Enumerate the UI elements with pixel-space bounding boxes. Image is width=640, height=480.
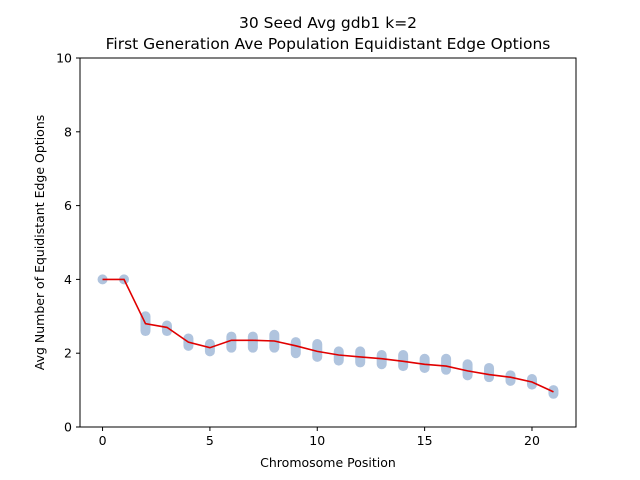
average-line (102, 278, 554, 393)
y-axis-label: Avg Number of Equidistant Edge Options (32, 115, 47, 371)
chart-subtitle: First Generation Ave Population Equidist… (106, 35, 551, 53)
chart-title: 30 Seed Avg gdb1 k=2 (239, 14, 417, 32)
y-tick-label: 2 (64, 346, 72, 361)
x-tick-label: 5 (206, 433, 214, 448)
axis-ticks: 0 5 10 15 20 0 2 4 6 8 10 (56, 51, 540, 449)
x-tick-label: 15 (417, 433, 433, 448)
x-axis-label: Chromosome Position (260, 455, 396, 470)
y-tick-label: 8 (64, 124, 72, 139)
x-tick-label: 20 (524, 433, 540, 448)
y-tick-label: 4 (64, 272, 72, 287)
x-tick-label: 0 (99, 433, 107, 448)
x-tick-label: 10 (309, 433, 325, 448)
y-tick-label: 0 (64, 420, 72, 435)
y-tick-label: 10 (56, 51, 72, 66)
axes-frame (79, 57, 577, 428)
plot-area (97, 274, 559, 399)
y-tick-label: 6 (64, 198, 72, 213)
